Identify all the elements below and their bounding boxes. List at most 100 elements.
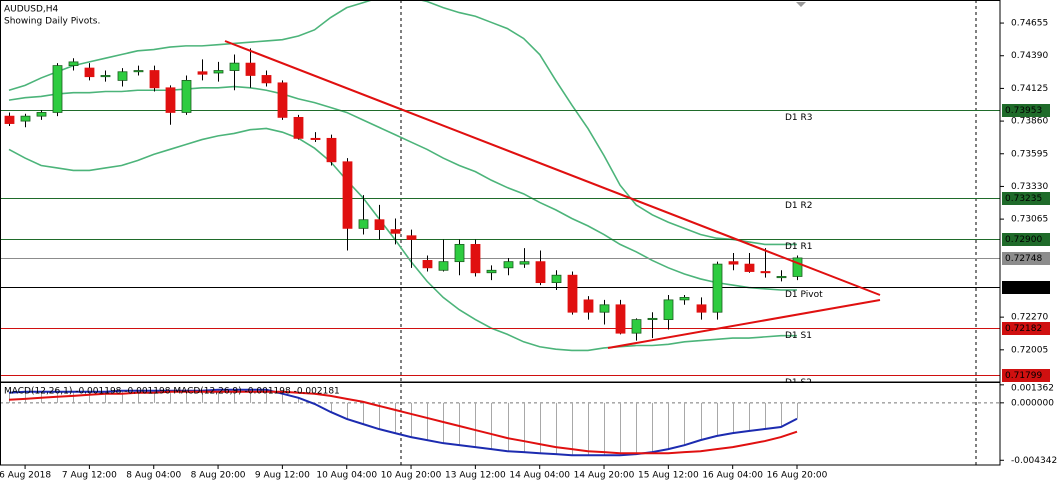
pivot-label: D1 S1 — [785, 331, 812, 341]
candle-body — [535, 261, 546, 284]
pivot-label: D1 Pivot — [785, 290, 823, 300]
y-tick-label: 0.74125 — [1011, 84, 1048, 94]
shift-marker — [796, 2, 806, 7]
price-badge-label: 0.73235 — [1005, 194, 1042, 204]
candle-body — [486, 269, 497, 274]
x-tick-label: 6 Aug 2018 — [0, 471, 51, 481]
candle-body — [261, 75, 272, 84]
candle-body — [406, 235, 417, 240]
trendline — [607, 299, 881, 349]
candle-body — [744, 263, 755, 272]
candle-body — [181, 79, 192, 113]
y-tick-label: 0.73065 — [1011, 215, 1048, 225]
candle-body — [696, 304, 707, 313]
candle-body — [583, 299, 594, 313]
price-badge — [1002, 233, 1050, 246]
candle-body — [728, 261, 739, 265]
price-badge-label: 0.72182 — [1005, 324, 1042, 334]
price-badge-label: 0.73953 — [1005, 106, 1042, 116]
trendline — [224, 40, 881, 296]
candle-body — [503, 261, 514, 269]
price-badge — [1002, 252, 1050, 265]
candle-body — [663, 299, 674, 321]
candle-body — [342, 161, 353, 229]
x-tick-label: 16 Aug 20:00 — [767, 471, 828, 481]
pivot-label: D1 S2 — [785, 378, 812, 388]
price-badge-label: 0.71799 — [1005, 371, 1042, 381]
candle-body — [647, 317, 658, 321]
candle-body — [277, 82, 288, 118]
candle-body — [165, 87, 176, 113]
candle-body — [293, 116, 304, 139]
band-line — [8, 85, 797, 291]
price-badge — [1002, 369, 1050, 382]
y-tick-label: 0.000000 — [1011, 398, 1054, 408]
band-line — [8, 0, 797, 246]
chart-title: AUDUSD,H4 — [4, 5, 59, 15]
candle-body — [68, 61, 79, 66]
candle-body — [20, 115, 31, 122]
candle-body — [438, 261, 449, 271]
macd-line — [8, 388, 798, 457]
candle-body — [679, 297, 690, 301]
candle-body — [84, 67, 95, 78]
candle-body — [776, 276, 787, 279]
y-tick-label: 0.73595 — [1011, 149, 1048, 159]
candle-body — [422, 260, 433, 269]
band-line — [8, 127, 797, 352]
x-tick-label: 14 Aug 20:00 — [574, 471, 635, 481]
x-tick-label: 16 Aug 04:00 — [702, 471, 763, 481]
candle-body — [229, 62, 240, 71]
x-tick-label: 14 Aug 04:00 — [509, 471, 570, 481]
candle-body — [310, 137, 321, 140]
candle-body — [470, 243, 481, 274]
price-badge — [1002, 322, 1050, 335]
price-badge — [1002, 104, 1050, 117]
axes: 0.74655 0.74390 0.74125 0.73860 0.73595 0.733… — [0, 19, 1057, 481]
y-tick-label: 0.74390 — [1011, 51, 1048, 61]
x-tick-label: 13 Aug 12:00 — [445, 471, 506, 481]
y-tick-label: 0.74655 — [1011, 19, 1048, 29]
candle-body — [390, 229, 401, 234]
candle-body — [551, 274, 562, 284]
pivot-label: D1 R3 — [785, 113, 813, 123]
candle-body — [213, 70, 224, 74]
candle-body — [326, 137, 337, 163]
y-tick-label: 0.72005 — [1011, 345, 1048, 355]
y-tick-label: 0.73860 — [1011, 117, 1048, 127]
y-tick-label: 0.001362 — [1011, 384, 1054, 394]
price-panel: D1 R3 D1 R2 D1 R1 D1 Pivot D1 S1 D1 S2 — [0, 0, 1000, 388]
macd-title: MACD(12,26,1) -0.001198 -0.001198 MACD(1… — [4, 387, 340, 397]
macd-line — [8, 390, 798, 455]
candle-body — [117, 71, 128, 81]
candle-body — [358, 219, 369, 229]
candle-body — [712, 263, 723, 313]
y-tick-label: 0.72270 — [1011, 313, 1048, 323]
macd-panel — [0, 388, 1000, 457]
x-tick-label: 15 Aug 12:00 — [638, 471, 699, 481]
candle-body — [567, 274, 578, 313]
candle-body — [792, 257, 803, 277]
candle-body — [599, 304, 610, 313]
x-tick-label: 8 Aug 04:00 — [126, 471, 181, 481]
candle-body — [374, 219, 385, 230]
x-tick-label: 8 Aug 20:00 — [191, 471, 246, 481]
candle-body — [615, 304, 626, 334]
x-tick-label: 9 Aug 12:00 — [255, 471, 310, 481]
candle-body — [133, 70, 144, 73]
candle-body — [149, 70, 160, 89]
y-tick-label: -0.004342 — [1011, 456, 1057, 466]
x-tick-label: 7 Aug 12:00 — [62, 471, 117, 481]
macd-frame — [0, 382, 1001, 466]
candle-body — [197, 71, 208, 75]
x-tick-label: 10 Aug 20:00 — [381, 471, 442, 481]
candle-body — [454, 243, 465, 263]
candle-body — [519, 261, 530, 265]
candle-body — [760, 271, 771, 274]
price-badge-label: 0.72900 — [1005, 235, 1042, 245]
candle-body — [36, 112, 47, 117]
chart-subtitle: Showing Daily Pivots. — [4, 17, 100, 27]
